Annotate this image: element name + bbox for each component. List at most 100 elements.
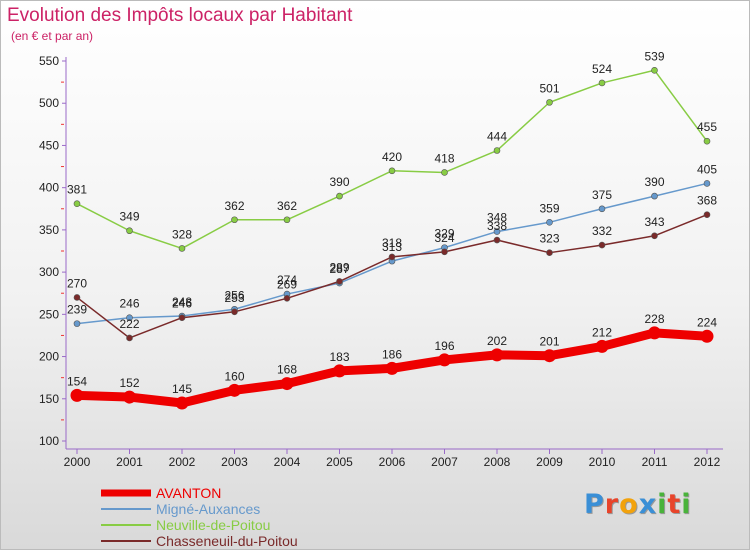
data-label: 455: [697, 120, 717, 134]
data-label: 256: [224, 288, 244, 302]
chart-subtitle: (en € et par an): [11, 29, 94, 43]
data-label: 160: [224, 369, 244, 383]
y-tick-label: 550: [39, 54, 59, 68]
data-label: 246: [119, 297, 139, 311]
x-tick-label: 2009: [536, 455, 563, 469]
data-point: [598, 241, 606, 249]
data-label: 359: [539, 201, 559, 215]
data-label: 183: [329, 350, 349, 364]
data-label: 343: [644, 215, 664, 229]
data-point: [70, 388, 84, 402]
x-tick-label: 2008: [484, 455, 511, 469]
data-label: 318: [382, 236, 402, 250]
data-label: 212: [592, 325, 612, 339]
x-tick-label: 2011: [642, 455, 668, 469]
chart-title: Evolution des Impôts locaux par Habitant: [7, 5, 353, 26]
data-label: 390: [644, 175, 664, 189]
data-label: 152: [119, 376, 139, 390]
y-tick-label: 500: [39, 96, 59, 110]
data-label: 186: [382, 347, 402, 361]
data-label: 253: [224, 291, 244, 305]
data-label: 348: [487, 211, 507, 225]
data-point: [441, 248, 448, 256]
data-label: 362: [277, 199, 297, 213]
data-point: [388, 167, 396, 175]
data-label: 196: [434, 339, 454, 353]
data-label: 168: [277, 363, 297, 377]
data-point: [123, 390, 136, 404]
data-point: [598, 205, 606, 213]
y-tick-label: 350: [39, 223, 59, 237]
x-tick-label: 2005: [326, 455, 353, 469]
data-label: 381: [67, 183, 87, 197]
data-point: [73, 200, 81, 208]
data-label: 269: [277, 277, 297, 291]
data-point: [73, 294, 81, 301]
data-point: [546, 249, 553, 256]
data-point: [280, 377, 294, 391]
y-tick-label: 450: [39, 138, 59, 152]
data-point: [490, 348, 504, 362]
data-point: [178, 245, 186, 252]
data-point: [73, 320, 81, 327]
data-label: 328: [172, 227, 192, 241]
data-label: 444: [487, 130, 507, 144]
y-tick-label: 400: [39, 181, 59, 195]
data-point: [493, 147, 501, 154]
data-label: 270: [67, 276, 87, 290]
legend-label: Migné-Auxances: [156, 501, 260, 517]
data-label: 390: [329, 175, 349, 189]
data-point: [595, 339, 609, 353]
y-tick-label: 300: [39, 265, 59, 279]
data-point: [651, 192, 658, 200]
data-label: 313: [382, 240, 402, 254]
data-label: 368: [697, 194, 717, 208]
data-point: [546, 218, 553, 226]
x-tick-label: 2007: [431, 455, 458, 469]
y-tick-label: 100: [39, 434, 59, 448]
x-tick-label: 2001: [116, 455, 143, 469]
data-label: 145: [172, 382, 192, 396]
data-point: [441, 169, 448, 176]
y-tick-label: 150: [39, 392, 59, 406]
data-point: [700, 329, 714, 343]
data-label: 222: [119, 317, 139, 331]
legend-label: Neuville-de-Poitou: [156, 517, 270, 533]
data-label: 224: [697, 315, 717, 329]
data-label: 524: [592, 62, 612, 76]
data-label: 323: [539, 232, 559, 246]
data-point: [543, 349, 556, 363]
data-point: [438, 353, 451, 367]
data-point: [703, 211, 711, 218]
data-label: 362: [224, 199, 244, 213]
data-label: 349: [119, 210, 139, 224]
data-point: [703, 137, 711, 145]
data-label: 154: [67, 374, 87, 388]
data-point: [126, 314, 133, 322]
data-label: 539: [644, 49, 664, 63]
data-label: 287: [329, 262, 349, 276]
x-tick-label: 2006: [379, 455, 406, 469]
data-point: [651, 66, 658, 74]
data-point: [546, 99, 553, 106]
data-label: 418: [434, 151, 454, 165]
x-tick-label: 2000: [64, 455, 91, 469]
data-label: 274: [277, 273, 297, 287]
data-label: 239: [67, 303, 87, 317]
data-point: [336, 278, 343, 285]
data-point: [126, 227, 133, 235]
x-tick-label: 2002: [169, 455, 196, 469]
data-point: [493, 228, 501, 235]
x-tick-label: 2010: [589, 455, 616, 469]
y-tick-label: 200: [39, 350, 59, 364]
data-label: 338: [487, 219, 507, 233]
data-label: 324: [434, 231, 454, 245]
data-point: [231, 216, 238, 224]
legend-label: AVANTON: [156, 485, 221, 501]
data-label: 329: [434, 227, 454, 241]
data-label: 405: [697, 162, 717, 176]
x-tick-label: 2004: [274, 455, 301, 469]
data-point: [333, 364, 346, 378]
